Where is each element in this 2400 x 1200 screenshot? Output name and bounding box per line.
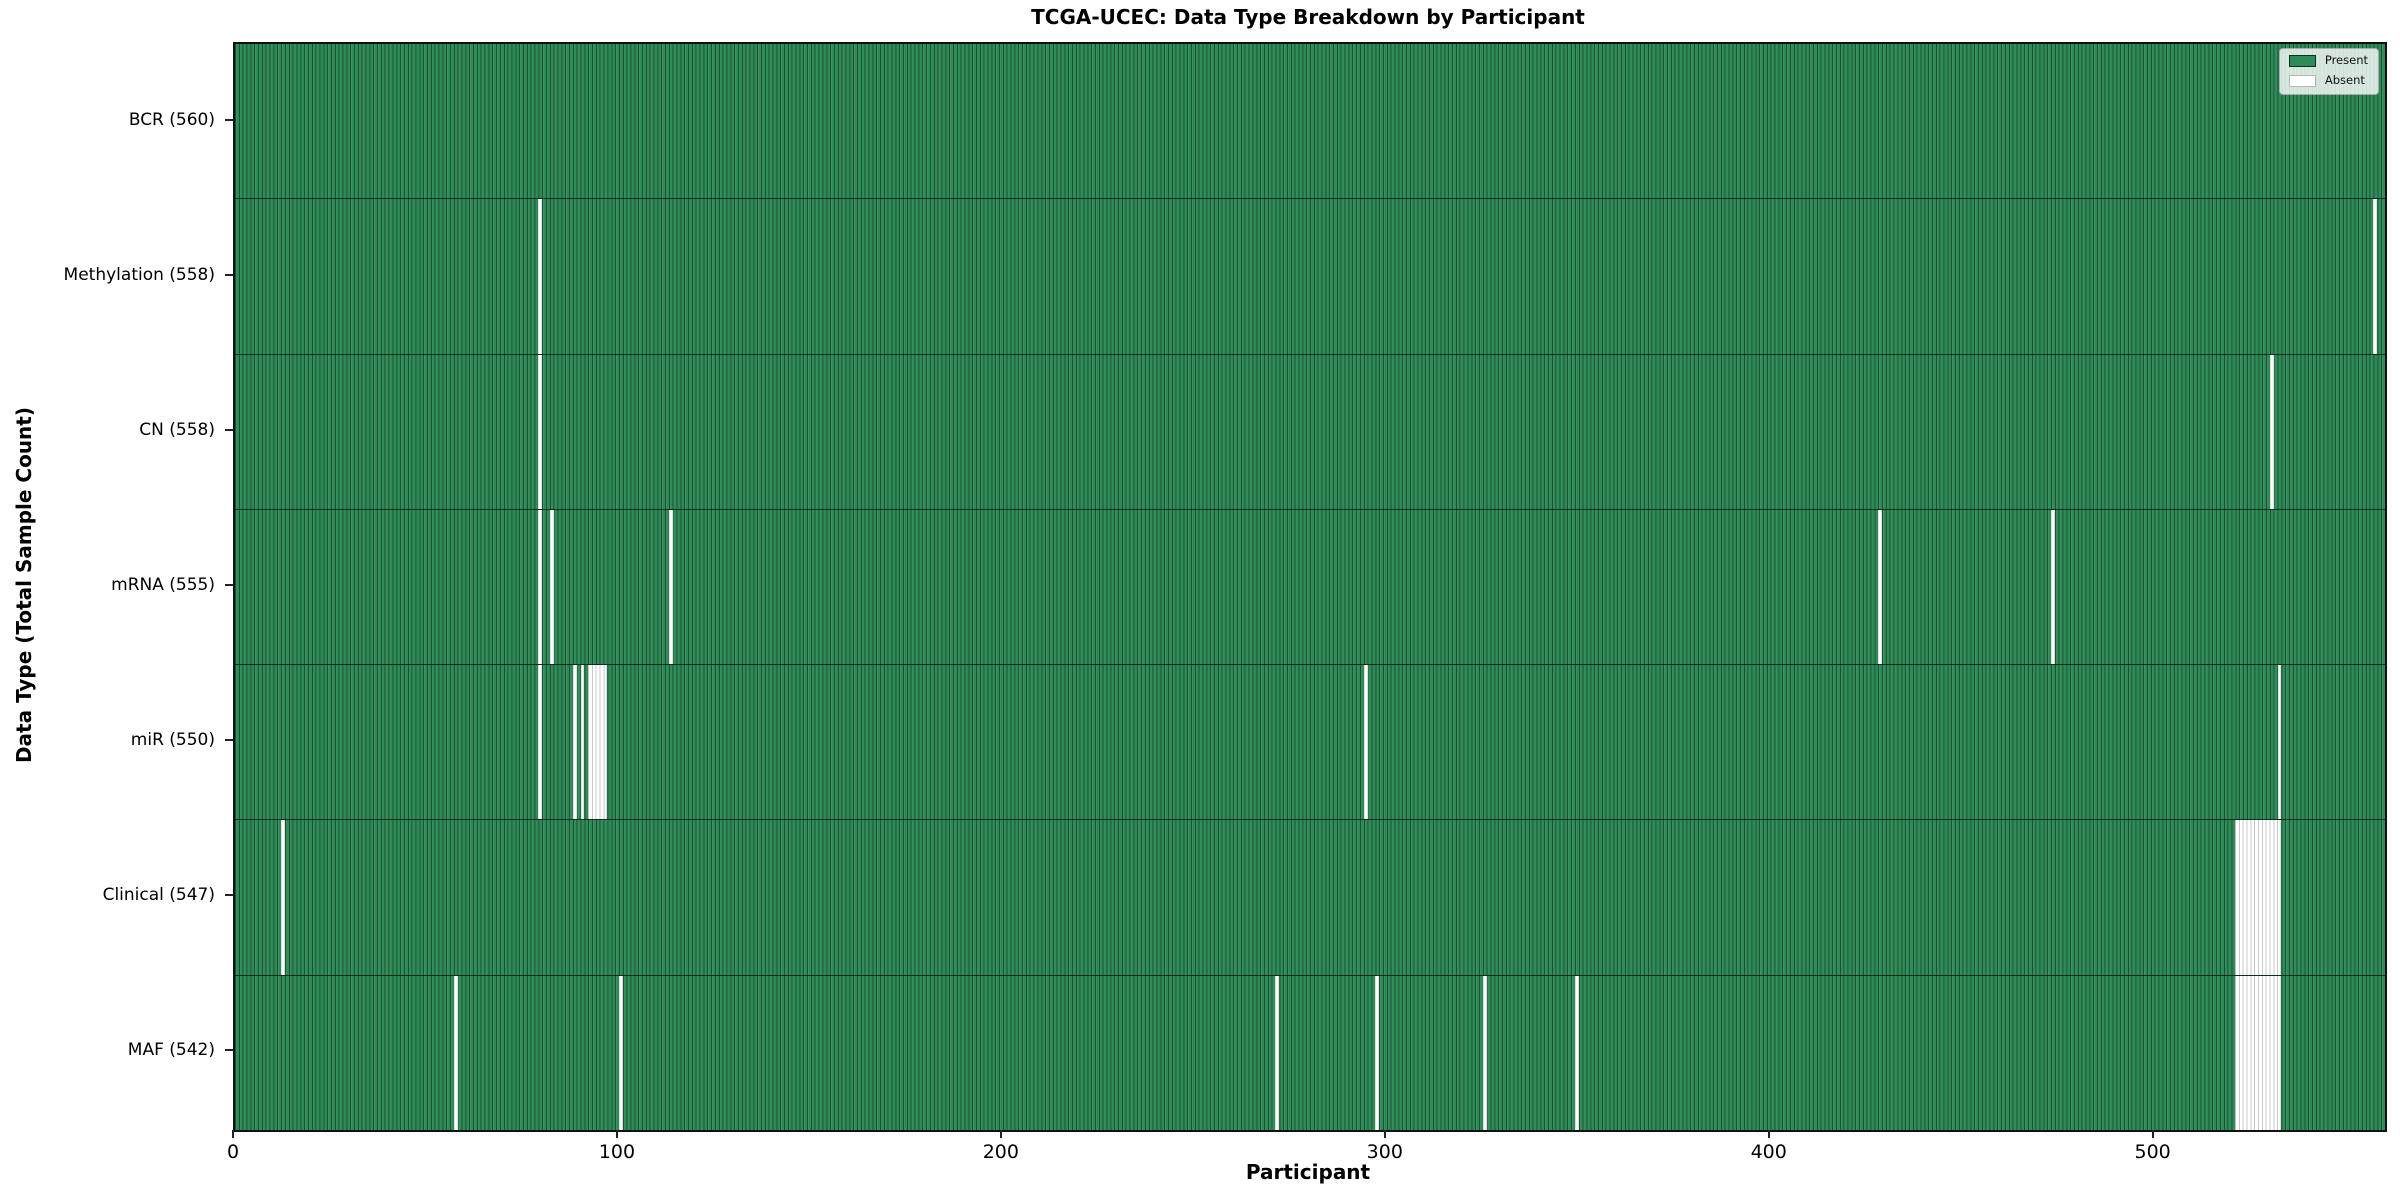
- x-tick-mark: [615, 1130, 618, 1138]
- y-tick-mark: [225, 118, 233, 121]
- absent-stripe: [1482, 975, 1487, 1130]
- x-tick-mark: [999, 1130, 1002, 1138]
- y-tick-mark: [225, 428, 233, 431]
- plot-area: Present Absent: [233, 42, 2387, 1132]
- absent-stripe: [2373, 199, 2378, 354]
- row-mir: [235, 664, 2385, 820]
- y-tick-label: BCR (560): [128, 109, 215, 130]
- absent-stripe: [549, 509, 554, 665]
- absent-stripe: [538, 354, 543, 509]
- absent-stripe: [572, 665, 577, 820]
- row-clinical: [235, 819, 2385, 975]
- absent-stripe: [1574, 975, 1579, 1130]
- row-mrna: [235, 508, 2385, 665]
- x-tick-label: 500: [2134, 1141, 2171, 1163]
- y-tick-mark: [225, 1049, 233, 1052]
- absent-stripe: [538, 509, 543, 665]
- x-tick-label: 400: [1750, 1141, 1787, 1163]
- legend-item-absent: Absent: [2288, 73, 2368, 88]
- present-swatch-icon: [2288, 55, 2316, 67]
- row-cn: [235, 353, 2385, 509]
- x-tick-mark: [1767, 1130, 1770, 1138]
- absent-stripe: [2277, 665, 2282, 820]
- y-tick-label: mRNA (555): [111, 575, 215, 595]
- y-tick-mark: [225, 739, 233, 742]
- legend: Present Absent: [2278, 48, 2379, 95]
- x-tick-label: 0: [226, 1141, 240, 1163]
- absent-stripe: [538, 665, 543, 820]
- row-methylation: [235, 198, 2385, 354]
- absent-stripe: [618, 975, 623, 1130]
- absent-stripe: [2235, 820, 2282, 975]
- legend-present-label: Present: [2324, 53, 2368, 68]
- absent-stripe: [1878, 509, 1883, 665]
- y-tick-mark: [225, 584, 233, 586]
- row-bcr: [235, 44, 2385, 199]
- absent-stripe: [2050, 509, 2055, 665]
- y-tick-label: Clinical (547): [102, 885, 215, 906]
- absent-stripe: [1363, 665, 1368, 820]
- absent-stripe: [580, 665, 585, 820]
- absent-stripe: [1275, 975, 1280, 1130]
- y-axis: BCR (560) Methylation (558) CN (558) mRNA (…: [0, 42, 233, 1128]
- x-tick-mark: [232, 1130, 234, 1138]
- x-tick-mark: [2151, 1130, 2154, 1138]
- x-tick-label: 200: [982, 1141, 1019, 1163]
- chart-title: TCGA-UCEC: Data Type Breakdown by Partic…: [1031, 5, 1585, 29]
- absent-stripe: [281, 820, 285, 975]
- legend-absent-label: Absent: [2324, 73, 2365, 88]
- absent-stripe: [2269, 354, 2274, 509]
- absent-stripe: [538, 199, 543, 354]
- x-tick-label: 100: [598, 1141, 636, 1163]
- absent-stripe: [2235, 975, 2282, 1130]
- legend-item-present: Present: [2288, 53, 2368, 68]
- x-tick-label: 300: [1366, 1141, 1403, 1163]
- y-tick-label: miR (550): [130, 730, 215, 751]
- y-tick-label: CN (558): [139, 419, 215, 440]
- row-maf: [235, 974, 2385, 1130]
- absent-stripe: [453, 975, 458, 1130]
- y-tick-label: Methylation (558): [63, 264, 215, 285]
- absent-stripe: [668, 509, 673, 665]
- absent-swatch-icon: [2288, 75, 2316, 87]
- absent-stripe: [588, 665, 608, 820]
- absent-stripe: [1375, 975, 1380, 1130]
- y-tick-mark: [225, 894, 233, 897]
- x-axis-title: Participant: [1245, 1160, 1371, 1184]
- x-tick-mark: [1383, 1130, 1386, 1138]
- x-axis: 0 100 200 300 400 500: [227, 1130, 2383, 1175]
- y-tick-mark: [225, 273, 233, 276]
- y-tick-label: MAF (542): [127, 1040, 215, 1061]
